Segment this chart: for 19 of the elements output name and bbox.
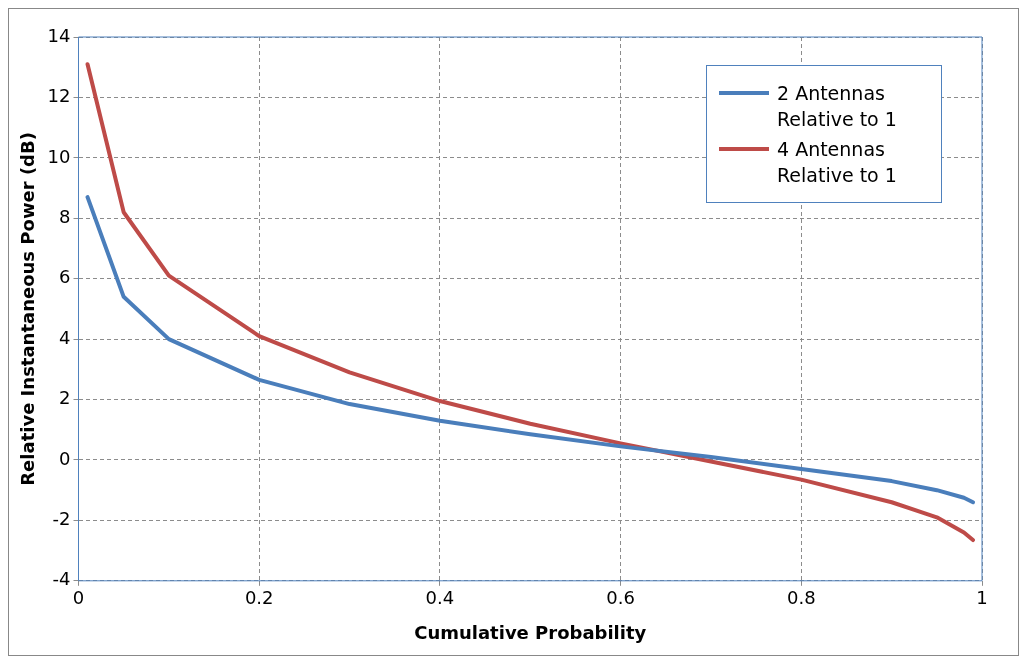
x-tick-label: 1 xyxy=(976,587,988,609)
y-tick-label: 6 xyxy=(59,266,71,288)
y-tick-label: -4 xyxy=(52,568,71,590)
y-tick-label: 14 xyxy=(47,24,71,46)
y-tick-label: 12 xyxy=(47,85,71,107)
y-axis-title: Relative Instantaneous Power (dB) xyxy=(17,132,39,486)
x-axis-title: Cumulative Probability xyxy=(414,621,647,643)
legend-label: 2 Antennas Relative to 1 xyxy=(777,81,898,132)
y-tick-label: 2 xyxy=(59,387,71,409)
x-tick-label: 0.4 xyxy=(425,587,455,609)
y-tick-label: 10 xyxy=(47,145,71,167)
x-tick-label: 0.6 xyxy=(606,587,635,609)
y-tick-label: 0 xyxy=(59,447,71,469)
legend-label: 4 Antennas Relative to 1 xyxy=(777,137,898,188)
x-tick-label: 0.8 xyxy=(786,587,816,609)
y-tick-label: 4 xyxy=(59,326,71,348)
y-tick-label: -2 xyxy=(52,508,71,530)
y-tick-label: 8 xyxy=(59,205,71,227)
x-tick-label: 0.2 xyxy=(244,587,274,609)
